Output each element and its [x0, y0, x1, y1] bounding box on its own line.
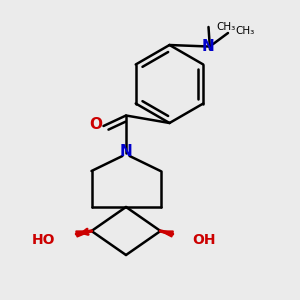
- Polygon shape: [160, 231, 173, 237]
- Text: N: N: [120, 144, 132, 159]
- Text: HO: HO: [32, 233, 56, 247]
- Text: N: N: [202, 39, 215, 54]
- Polygon shape: [76, 231, 92, 237]
- Text: CH₃: CH₃: [236, 26, 255, 36]
- Text: OH: OH: [192, 233, 215, 247]
- Text: O: O: [89, 117, 103, 132]
- Text: CH₃: CH₃: [216, 22, 235, 32]
